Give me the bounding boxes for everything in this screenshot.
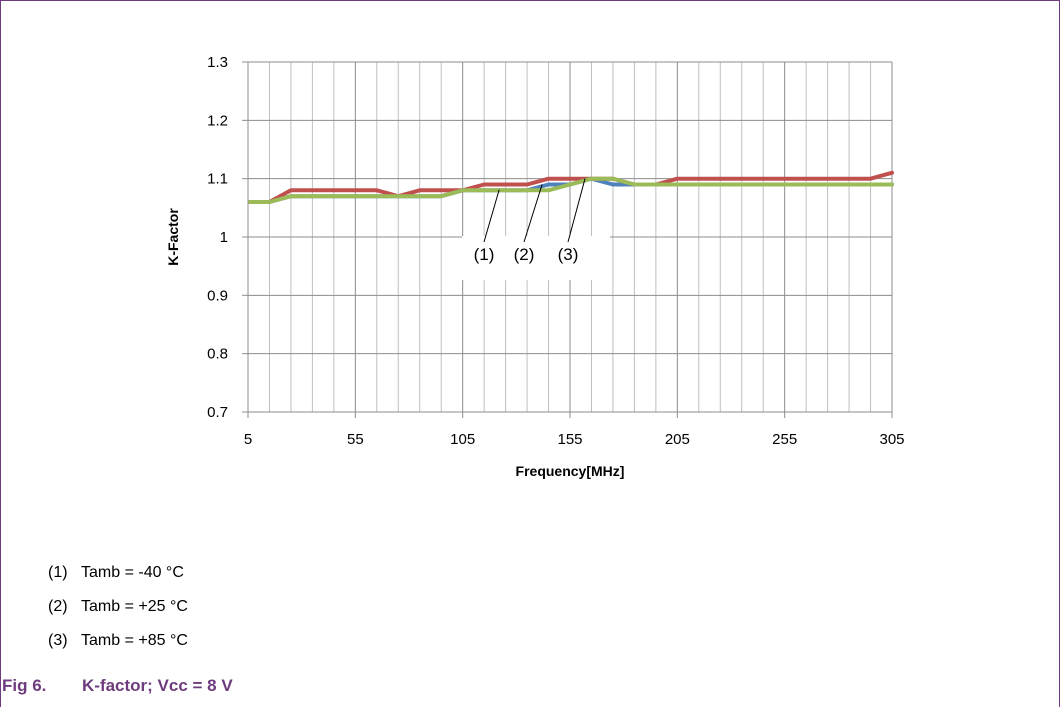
x-axis-title: Frequency[MHz] xyxy=(516,463,625,479)
x-tick-label: 55 xyxy=(347,431,364,448)
y-tick-label: 1.1 xyxy=(207,171,228,188)
x-tick-label: 305 xyxy=(879,431,904,448)
legend-number: (2) xyxy=(48,598,68,615)
legend-item: (2) Tamb = +25 °C xyxy=(48,596,188,630)
annotation-label: (1) xyxy=(474,245,495,264)
legend-number: (3) xyxy=(48,632,68,649)
legend-text: Tamb = +85 °C xyxy=(81,632,188,649)
y-tick-label: 1 xyxy=(220,229,228,246)
x-tick-label: 105 xyxy=(450,431,475,448)
annotation-label: (2) xyxy=(514,245,535,264)
x-tick-label: 155 xyxy=(557,431,582,448)
y-tick-label: 0.9 xyxy=(207,287,228,304)
x-tick-label: 205 xyxy=(665,431,690,448)
legend-number: (1) xyxy=(48,564,68,581)
legend-item: (1) Tamb = -40 °C xyxy=(48,562,188,596)
x-tick-label: 5 xyxy=(244,431,252,448)
series-lines xyxy=(248,170,894,204)
legend-text: Tamb = +25 °C xyxy=(81,598,188,615)
y-tick-label: 0.8 xyxy=(207,346,228,363)
y-tick-label: 1.2 xyxy=(207,112,228,129)
figure-caption: Fig 6. K-factor; Vcc = 8 V xyxy=(2,676,233,696)
annotation-leader xyxy=(483,189,500,243)
annotation-leader xyxy=(567,178,586,243)
y-tick-label: 0.7 xyxy=(207,404,228,421)
legend-text: Tamb = -40 °C xyxy=(81,564,184,581)
annotation-label: (3) xyxy=(558,245,579,264)
k-factor-chart: 0.70.80.911.11.21.3 5 55 105 155 205 255 305 (… xyxy=(165,54,905,479)
figure-number: Fig 6. xyxy=(2,676,47,695)
annotation-box xyxy=(462,236,610,280)
figure-title: K-factor; Vcc = 8 V xyxy=(82,676,233,695)
legend-item: (3) Tamb = +85 °C xyxy=(48,630,188,664)
series-line-3 xyxy=(248,176,894,204)
annotation-leader xyxy=(523,184,543,243)
series-line-2 xyxy=(248,170,894,204)
x-tick-labels: 5 55 105 155 205 255 305 xyxy=(244,431,905,448)
series-annotations: (1) (2) (3) xyxy=(462,178,610,280)
x-tick-label: 255 xyxy=(772,431,797,448)
y-tick-labels: 0.7 0.8 0.9 1 1.1 1.2 1.3 xyxy=(207,54,228,421)
y-tick-label: 1.3 xyxy=(207,54,228,71)
legend: (1) Tamb = -40 °C (2) Tamb = +25 °C (3) … xyxy=(48,562,188,664)
y-axis-title: K-Factor xyxy=(165,208,181,266)
